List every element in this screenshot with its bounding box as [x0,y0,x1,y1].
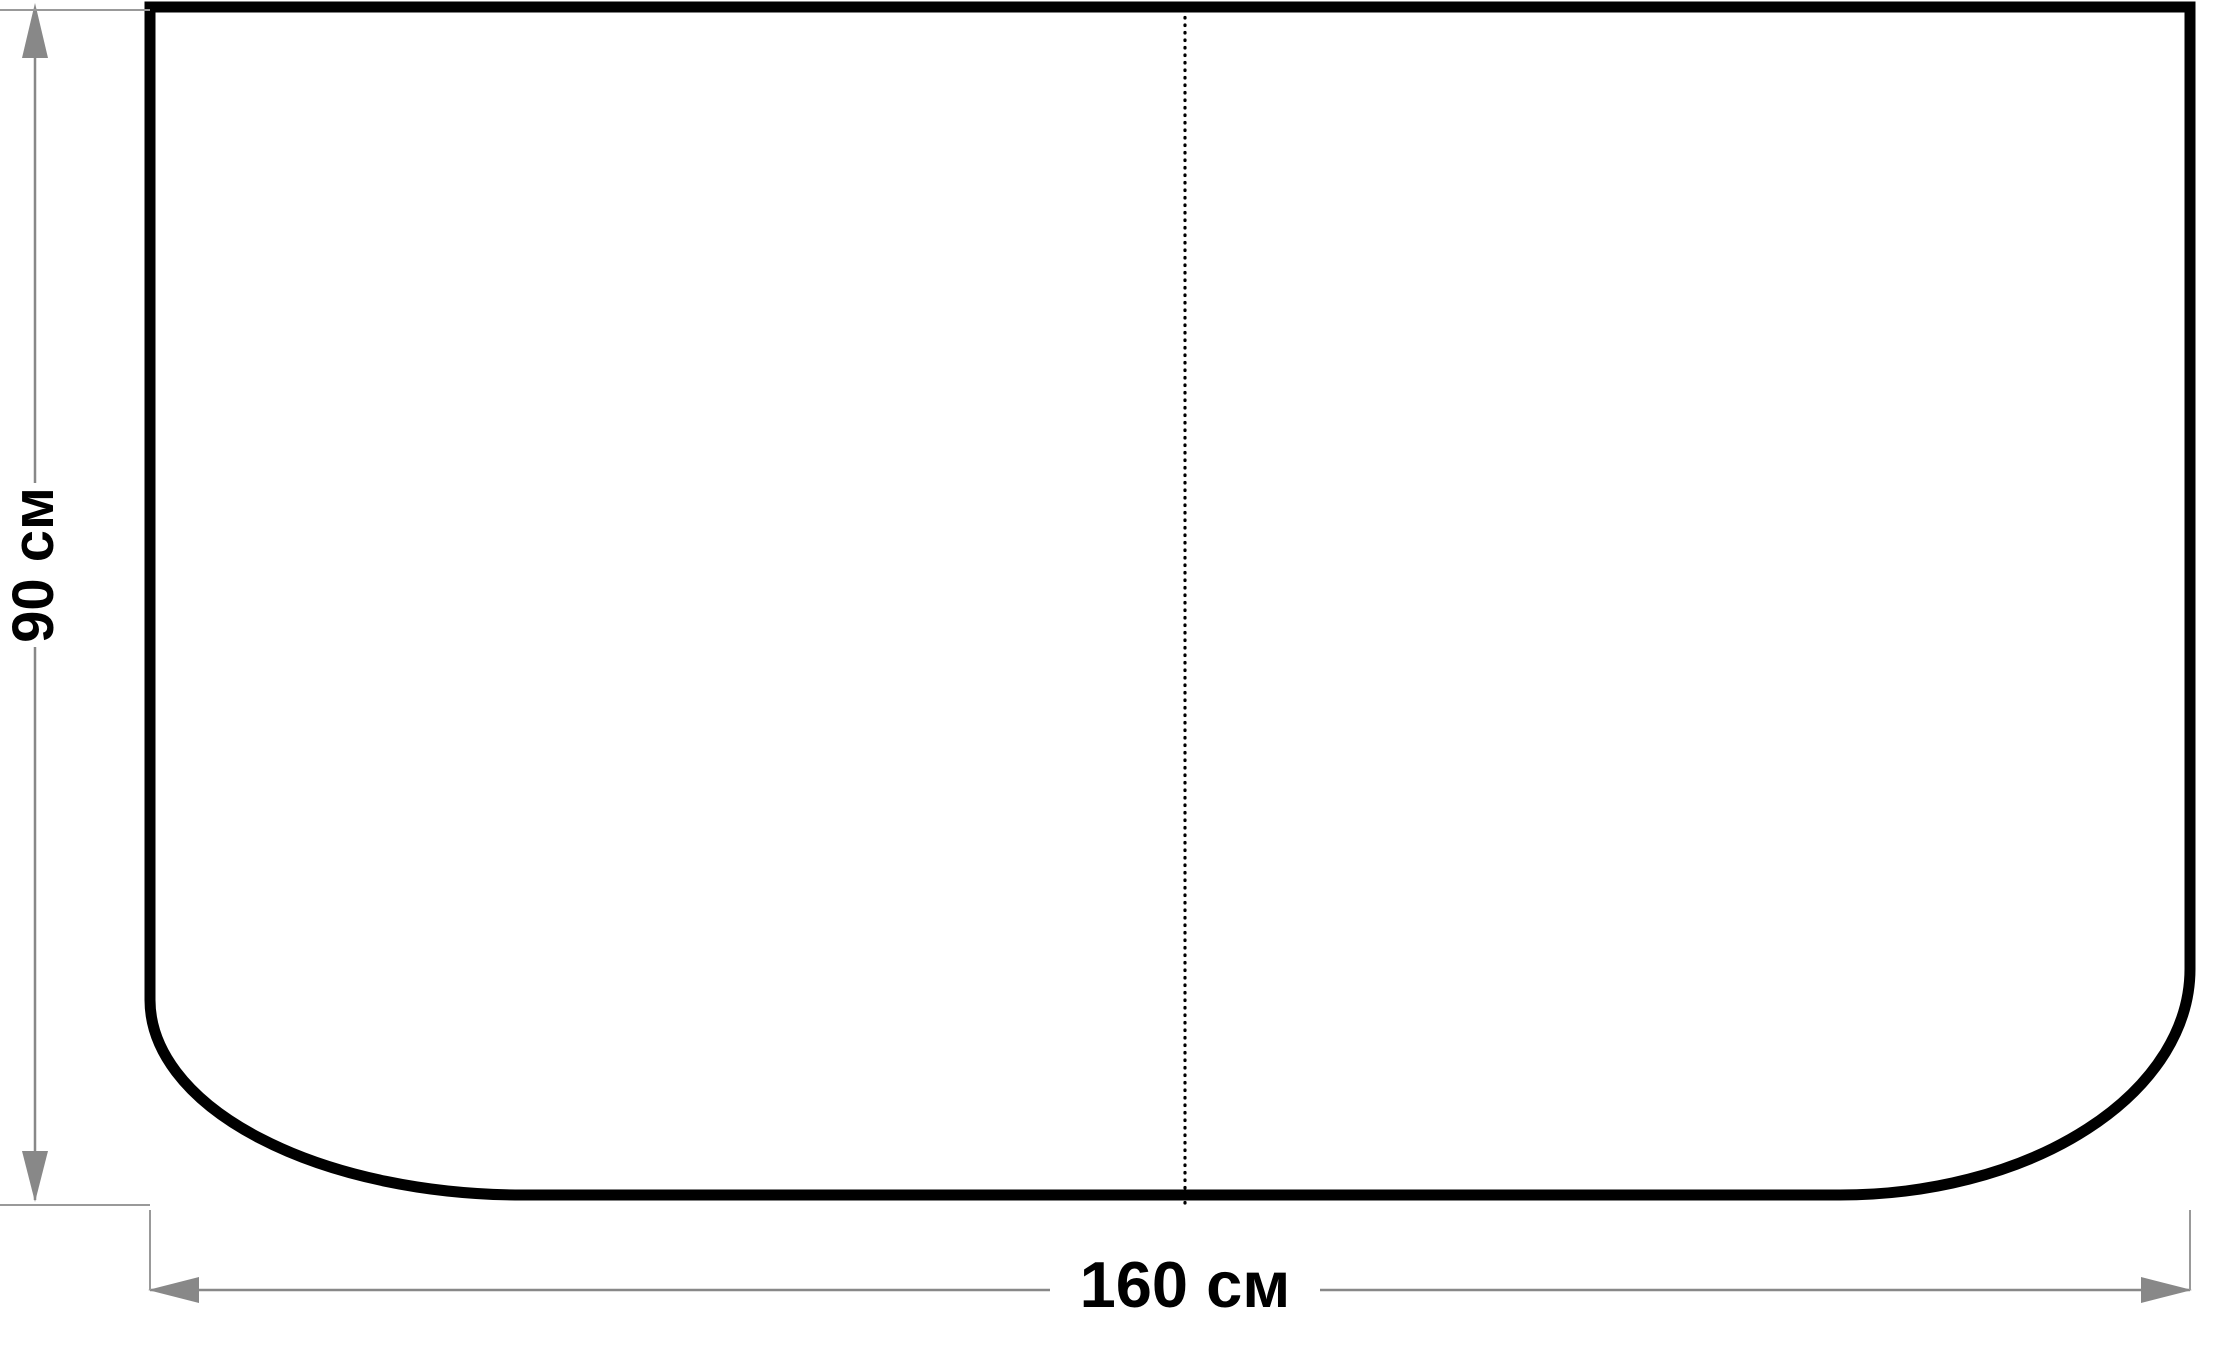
svg-text:90 см: 90 см [1,487,66,643]
svg-text:160 см: 160 см [1080,1248,1291,1321]
